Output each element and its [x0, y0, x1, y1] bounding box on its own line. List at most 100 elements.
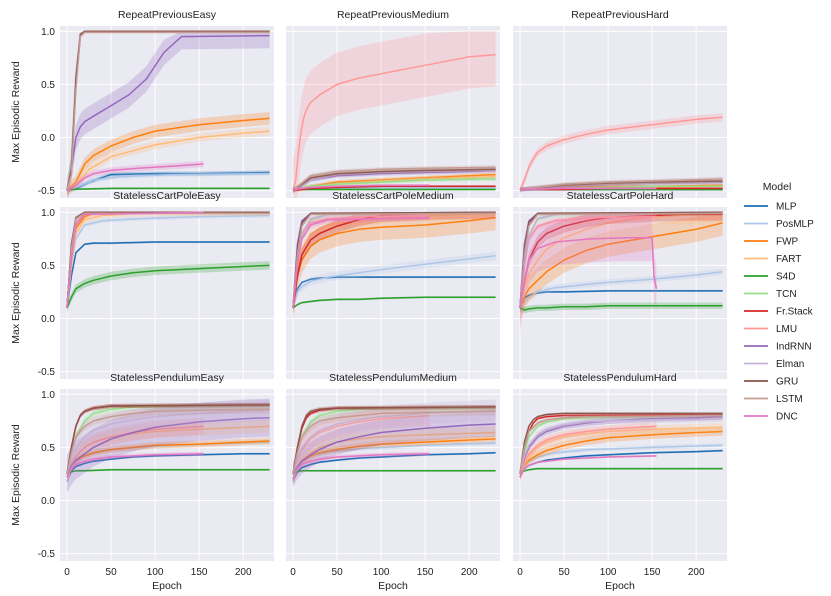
series-line-LMU: [66, 425, 204, 475]
series-line-LMU: [519, 116, 723, 191]
band-IndRNN: [67, 31, 270, 198]
series-line-DNC: [519, 455, 657, 478]
series-line-GRU: [292, 406, 496, 475]
x-tick-label: 200: [461, 567, 478, 578]
band-FWP: [520, 427, 723, 482]
band-FWP: [520, 212, 723, 321]
legend-label-TCN: TCN: [776, 289, 797, 300]
y-tick-label: -0.5: [38, 186, 56, 197]
series-line-S4D: [66, 264, 270, 309]
y-axis-label: Max Episodic Reward: [10, 61, 22, 163]
y-tick-label: 0.0: [41, 314, 55, 325]
band-PosMLP: [293, 441, 496, 484]
series-line-DNC: [292, 184, 430, 191]
series-line-DNC: [519, 237, 658, 309]
x-tick-label: 0: [517, 567, 523, 578]
legend-label-GRU: GRU: [776, 377, 798, 388]
series-line-LMU: [292, 414, 430, 475]
series-line-DNC: [292, 216, 430, 308]
x-tick-label: 100: [147, 567, 164, 578]
band-DNC: [67, 160, 204, 194]
y-tick-label: -0.5: [38, 367, 56, 378]
panel-StatelessPendulumHard: StatelessPendulumHard 0 50 100 150 200 Epoch: [513, 372, 727, 592]
x-tick-label: 50: [332, 567, 344, 578]
series-line-Fr.Stack: [292, 185, 496, 192]
x-tick-label: 50: [559, 567, 571, 578]
band-LMU: [67, 417, 204, 483]
series-line-MLP: [66, 453, 270, 482]
panel-RepeatPreviousHard: RepeatPreviousHard: [513, 9, 727, 198]
band-FWP: [293, 435, 496, 483]
series-line-MLP: [292, 451, 496, 482]
band-FWP: [293, 212, 496, 321]
x-axis-label: Epoch: [152, 580, 182, 592]
x-tick-label: 0: [64, 567, 70, 578]
band-MLP: [67, 170, 270, 193]
x-tick-label: 200: [688, 567, 705, 578]
band-LSTM: [293, 165, 496, 193]
series-line-GRU: [519, 412, 723, 475]
series-line-Elman: [292, 409, 496, 475]
series-line-PosMLP: [66, 172, 270, 192]
panel-title: RepeatPreviousHard: [571, 9, 669, 21]
series-line-LSTM: [292, 410, 496, 475]
band-IndRNN: [293, 411, 496, 487]
panel-RepeatPreviousMedium: RepeatPreviousMedium: [286, 9, 500, 198]
band-LMU: [293, 404, 430, 485]
series-line-IndRNN: [292, 423, 496, 475]
band-LSTM: [293, 407, 496, 479]
band-LSTM: [67, 404, 270, 479]
x-tick-label: 100: [600, 567, 617, 578]
legend-label-LSTM: LSTM: [776, 394, 803, 405]
legend-label-IndRNN: IndRNN: [776, 342, 812, 353]
y-tick-label: -0.5: [38, 549, 56, 560]
panel-StatelessPendulumEasy: StatelessPendulumEasy -0.5 0.0 0.5 1.0 Max Ep…: [10, 372, 274, 592]
plot-area: [286, 207, 500, 379]
band-Elman: [67, 399, 270, 485]
series-line-MLP: [519, 290, 723, 309]
band-Elman: [293, 399, 496, 485]
series-line-IndRNN: [519, 415, 723, 475]
band-Elman: [520, 415, 723, 478]
panel-RepeatPreviousEasy: RepeatPreviousEasy -0.5 0.0 0.5 1.0 Max Episo…: [10, 9, 274, 198]
band-FART: [67, 212, 270, 311]
legend-label-Fr.Stack: Fr.Stack: [776, 307, 814, 318]
panel-title: StatelessPendulumEasy: [110, 372, 225, 384]
plot-area: [513, 26, 727, 198]
series-line-LSTM: [519, 414, 723, 475]
series-line-Elman: [519, 417, 723, 475]
plot-area: [60, 389, 274, 561]
series-line-DNC: [66, 453, 204, 478]
band-S4D: [67, 261, 270, 313]
series-line-PosMLP: [519, 271, 723, 309]
y-tick-label: 1.0: [41, 27, 55, 38]
y-tick-label: 0.5: [41, 443, 55, 454]
legend-label-MLP: MLP: [776, 202, 797, 213]
y-tick-label: 0.5: [41, 261, 55, 272]
band-PosMLP: [67, 213, 270, 310]
band-PosMLP: [67, 440, 270, 484]
panel-title: StatelessPendulumHard: [563, 372, 676, 384]
series-line-LSTM: [66, 408, 270, 475]
band-LMU: [520, 113, 723, 195]
band-LMU: [293, 31, 496, 198]
band-FART: [520, 423, 723, 482]
x-tick-label: 150: [191, 567, 208, 578]
series-line-S4D: [519, 467, 723, 474]
panel-StatelessCartPoleEasy: StatelessCartPoleEasy -0.5 0.0 0.5 1.0 Max Ep…: [10, 190, 274, 379]
series-line-S4D: [519, 304, 723, 311]
panel-title: StatelessCartPoleHard: [567, 190, 674, 202]
panel-title: StatelessCartPoleEasy: [113, 190, 221, 202]
x-tick-label: 0: [290, 567, 296, 578]
series-line-MLP: [292, 276, 496, 309]
series-line-IndRNN: [66, 34, 270, 191]
x-tick-label: 150: [644, 567, 661, 578]
band-FART: [520, 212, 723, 317]
plot-area: [60, 26, 274, 198]
panel-title: RepeatPreviousMedium: [337, 9, 449, 21]
series-line-FWP: [519, 222, 723, 309]
x-tick-label: 100: [373, 567, 390, 578]
series-line-Elman: [66, 409, 270, 475]
series-line-DNC: [292, 453, 430, 480]
